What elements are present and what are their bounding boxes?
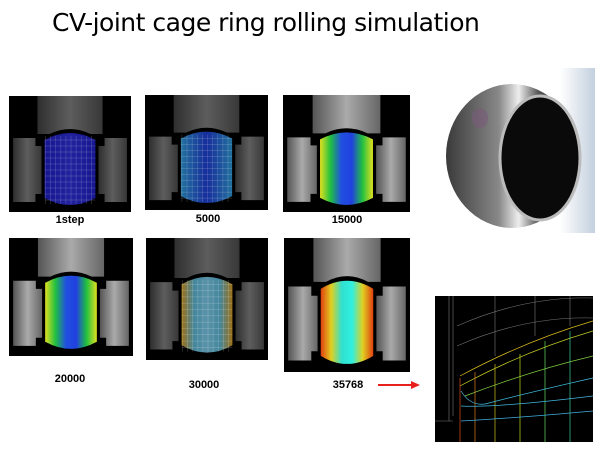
- sim-panel-5000: [145, 95, 268, 210]
- roller-simulation-render: [150, 238, 264, 353]
- step-label: 5000: [195, 213, 221, 225]
- cage-ring-photo: [446, 68, 595, 233]
- step-label: 20000: [54, 373, 86, 385]
- sim-panel-1step: [9, 96, 131, 212]
- sim-panel-15000: [283, 95, 410, 212]
- roller-simulation-render: [149, 95, 264, 204]
- step-label: 35768: [332, 379, 364, 391]
- sim-panel-35768: [284, 238, 410, 372]
- contact-detail-inset: [435, 296, 593, 442]
- sim-panel-20000: [9, 238, 133, 356]
- step-label: 15000: [331, 214, 363, 226]
- step-label: 30000: [188, 379, 220, 391]
- roller-simulation-render: [13, 238, 129, 349]
- roller-simulation-render: [287, 95, 406, 205]
- red-arrow-icon: [378, 381, 420, 389]
- slide-title: CV-joint cage ring rolling simulation: [52, 8, 480, 37]
- sim-panel-30000: [146, 238, 268, 360]
- roller-simulation-render: [13, 96, 127, 205]
- step-label: 1step: [55, 214, 85, 226]
- roller-simulation-render: [288, 238, 406, 364]
